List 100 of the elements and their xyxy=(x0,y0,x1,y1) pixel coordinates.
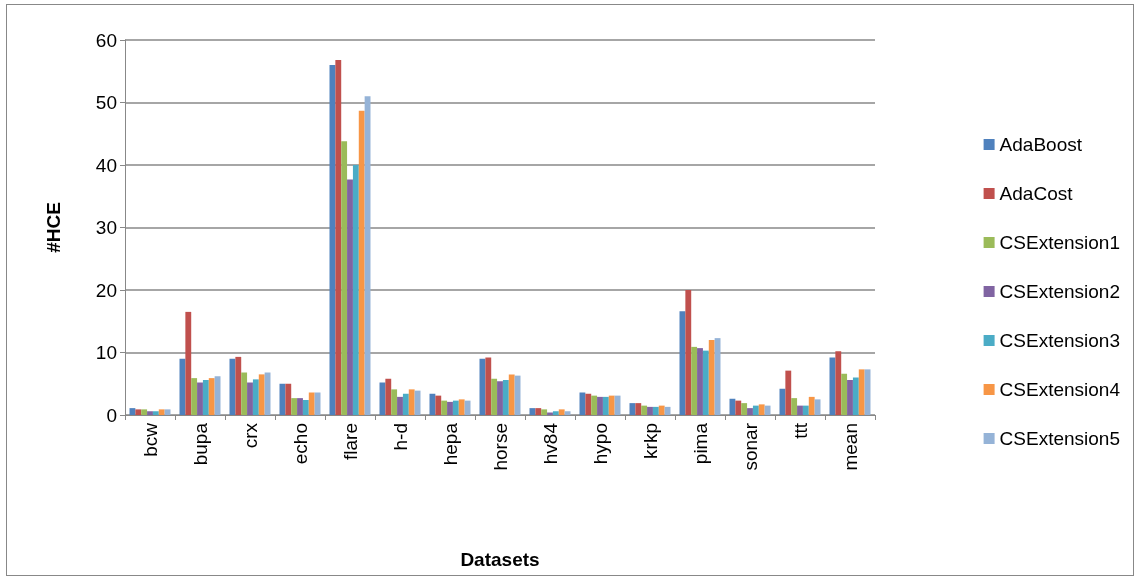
x-tick-label: bcw xyxy=(139,422,161,457)
y-tick-label: 10 xyxy=(95,342,117,363)
bar xyxy=(591,395,598,415)
bar xyxy=(597,396,603,415)
bar xyxy=(514,375,521,415)
bar xyxy=(285,383,292,415)
bar xyxy=(147,411,153,415)
bar xyxy=(302,400,309,415)
bar xyxy=(491,378,498,415)
bar xyxy=(808,396,815,415)
bar xyxy=(135,409,142,415)
y-tick-label: 30 xyxy=(95,217,117,238)
bar xyxy=(335,60,342,415)
x-axis-title: Datasets xyxy=(460,549,540,570)
bar xyxy=(664,406,671,415)
bar xyxy=(841,373,848,415)
x-tick-label: hv84 xyxy=(539,422,561,465)
bar xyxy=(508,374,515,415)
bar xyxy=(785,370,792,415)
bar xyxy=(408,389,415,415)
bar xyxy=(247,382,253,415)
y-tick-label: 40 xyxy=(95,154,117,176)
bar xyxy=(764,405,771,415)
bar xyxy=(458,399,465,415)
bar xyxy=(202,380,209,415)
bar xyxy=(214,376,221,415)
legend-label: AdaCost xyxy=(999,183,1074,204)
bar xyxy=(747,408,753,415)
bar xyxy=(735,400,742,415)
bar xyxy=(858,369,865,415)
bar xyxy=(802,405,809,415)
y-tick-label: 60 xyxy=(95,29,117,51)
bar xyxy=(385,378,392,415)
x-tick-label: horse xyxy=(489,423,511,471)
bar xyxy=(158,409,165,415)
x-tick-label: flare xyxy=(339,423,361,460)
bar xyxy=(852,377,859,415)
x-tick-label: h-d xyxy=(389,423,411,451)
bar xyxy=(652,406,659,415)
bar xyxy=(358,110,365,415)
x-tick-label: hepa xyxy=(439,422,461,466)
bar xyxy=(252,379,259,415)
x-tick-label: crx xyxy=(239,422,261,449)
bar xyxy=(402,393,409,415)
bar xyxy=(441,400,448,415)
y-tick-label: 0 xyxy=(106,404,117,426)
bar xyxy=(814,399,821,415)
bar xyxy=(702,350,709,415)
x-tick-label: mean xyxy=(839,423,861,471)
x-tick-label: pima xyxy=(689,422,711,465)
bar xyxy=(685,290,692,415)
bar xyxy=(347,179,353,415)
bar xyxy=(185,311,192,415)
y-tick-label: 20 xyxy=(95,279,117,301)
legend-label: CSExtension1 xyxy=(999,232,1120,253)
bar xyxy=(352,165,359,415)
bar xyxy=(208,378,215,415)
bar xyxy=(535,408,542,415)
bar xyxy=(397,396,403,415)
bar xyxy=(752,405,759,415)
bar xyxy=(258,374,265,415)
y-tick-label: 50 xyxy=(95,92,117,113)
bar xyxy=(552,411,559,415)
bar xyxy=(641,405,648,415)
bar xyxy=(797,405,803,415)
bar xyxy=(464,400,471,415)
x-tick-label: hypo xyxy=(589,423,611,465)
bar xyxy=(697,348,703,415)
bar xyxy=(635,403,642,415)
legend-label: AdaBoost xyxy=(999,134,1083,155)
bar xyxy=(758,404,765,415)
bar xyxy=(235,356,242,415)
bar xyxy=(864,369,871,415)
x-tick-label: echo xyxy=(289,423,311,465)
bar xyxy=(364,96,371,415)
bar xyxy=(847,380,853,415)
x-tick-label: sonar xyxy=(739,422,761,471)
bar xyxy=(658,405,665,415)
bar xyxy=(191,378,198,415)
bar xyxy=(308,392,315,415)
bar xyxy=(452,400,459,415)
bar xyxy=(614,395,621,415)
bar xyxy=(141,409,148,415)
bar xyxy=(502,380,509,415)
bar xyxy=(497,381,503,415)
bar xyxy=(602,396,609,415)
bar xyxy=(485,357,492,415)
bar xyxy=(691,346,698,415)
bar xyxy=(391,389,398,415)
legend-label: CSExtension5 xyxy=(999,428,1120,449)
bar xyxy=(414,390,421,415)
x-tick-label: bupa xyxy=(189,422,211,466)
y-axis-title: #HCE xyxy=(43,202,64,253)
bar xyxy=(585,393,592,415)
x-tick-label: krkp xyxy=(639,423,661,459)
legend-label: CSExtension4 xyxy=(999,379,1121,400)
bar xyxy=(164,409,171,415)
bar xyxy=(714,338,721,415)
bar xyxy=(708,340,715,415)
bar xyxy=(791,398,798,415)
